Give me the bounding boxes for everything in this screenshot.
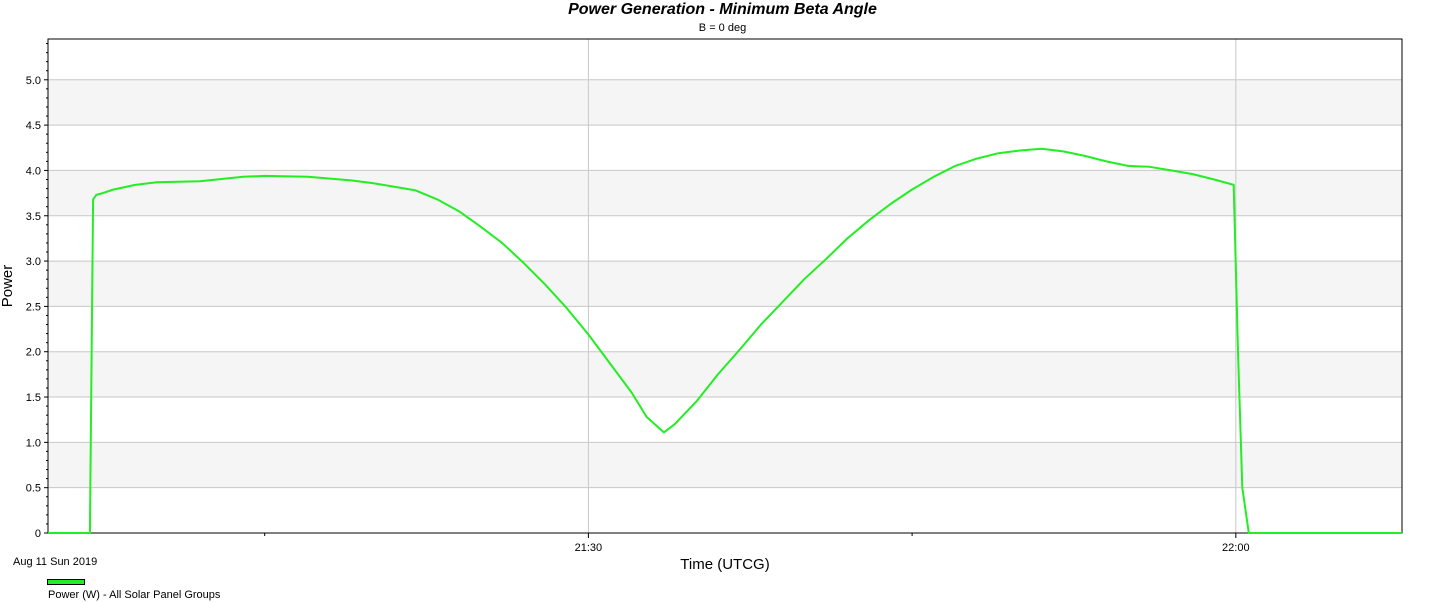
date-label: Aug 11 Sun 2019 xyxy=(13,556,98,568)
plot-band xyxy=(48,261,1402,307)
plot-band xyxy=(48,79,1402,126)
y-tick-label: 1.0 xyxy=(26,437,41,449)
y-tick-label: 0.5 xyxy=(26,483,41,495)
y-tick-label: 1.5 xyxy=(26,392,41,404)
y-axis-label: Power xyxy=(0,265,16,308)
chart-subtitle: B = 0 deg xyxy=(698,22,747,34)
y-tick-label: 4.0 xyxy=(26,165,41,177)
plot-frame xyxy=(47,38,1403,534)
series-line xyxy=(48,147,1402,534)
x-tick-label: 21:30 xyxy=(575,542,603,554)
x-axis-label: Time (UTCG) xyxy=(680,556,769,573)
legend-swatch xyxy=(47,579,85,585)
y-tick-label: 2.0 xyxy=(26,347,41,359)
chart-title: Power Generation - Minimum Beta Angle xyxy=(568,1,877,18)
y-tick-label: 0 xyxy=(35,528,41,540)
legend-label: Power (W) - All Solar Panel Groups xyxy=(48,589,221,601)
y-tick-label: 3.5 xyxy=(26,211,41,223)
plot-band xyxy=(48,442,1402,488)
y-tick-label: 5.0 xyxy=(26,75,41,87)
y-tick-label: 3.0 xyxy=(26,256,41,268)
y-tick-label: 2.5 xyxy=(26,301,41,313)
y-tick-label: 4.5 xyxy=(26,120,41,132)
x-tick-label: 22:00 xyxy=(1222,542,1250,554)
plot-band xyxy=(48,170,1402,216)
plot-band xyxy=(48,351,1402,398)
